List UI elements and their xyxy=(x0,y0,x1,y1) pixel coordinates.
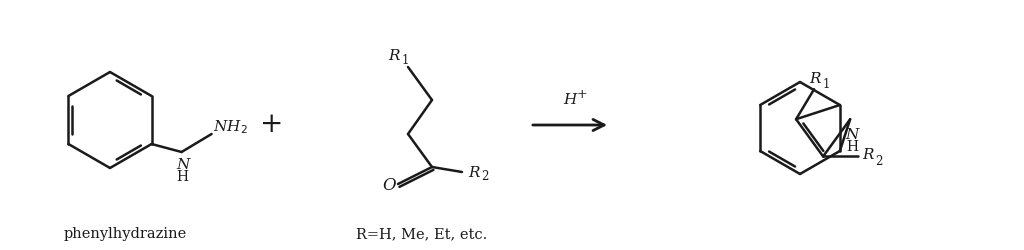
Text: 2: 2 xyxy=(876,155,883,168)
Text: H: H xyxy=(846,140,858,154)
Text: +: + xyxy=(260,112,284,138)
Text: R=H, Me, Et, etc.: R=H, Me, Et, etc. xyxy=(356,227,487,241)
Text: H: H xyxy=(176,170,188,184)
Text: 1: 1 xyxy=(822,78,829,91)
Text: R: R xyxy=(862,148,873,162)
Text: 2: 2 xyxy=(481,170,488,183)
Text: phenylhydrazine: phenylhydrazine xyxy=(63,227,186,241)
Text: N: N xyxy=(176,158,189,172)
Text: +: + xyxy=(577,88,588,101)
Text: 1: 1 xyxy=(401,54,409,66)
Text: N: N xyxy=(846,128,859,142)
Text: NH$_2$: NH$_2$ xyxy=(213,118,248,136)
Text: O: O xyxy=(382,178,396,194)
Text: H: H xyxy=(563,93,577,107)
Text: R: R xyxy=(468,166,480,180)
Text: R: R xyxy=(809,72,821,86)
Text: R: R xyxy=(388,49,399,63)
